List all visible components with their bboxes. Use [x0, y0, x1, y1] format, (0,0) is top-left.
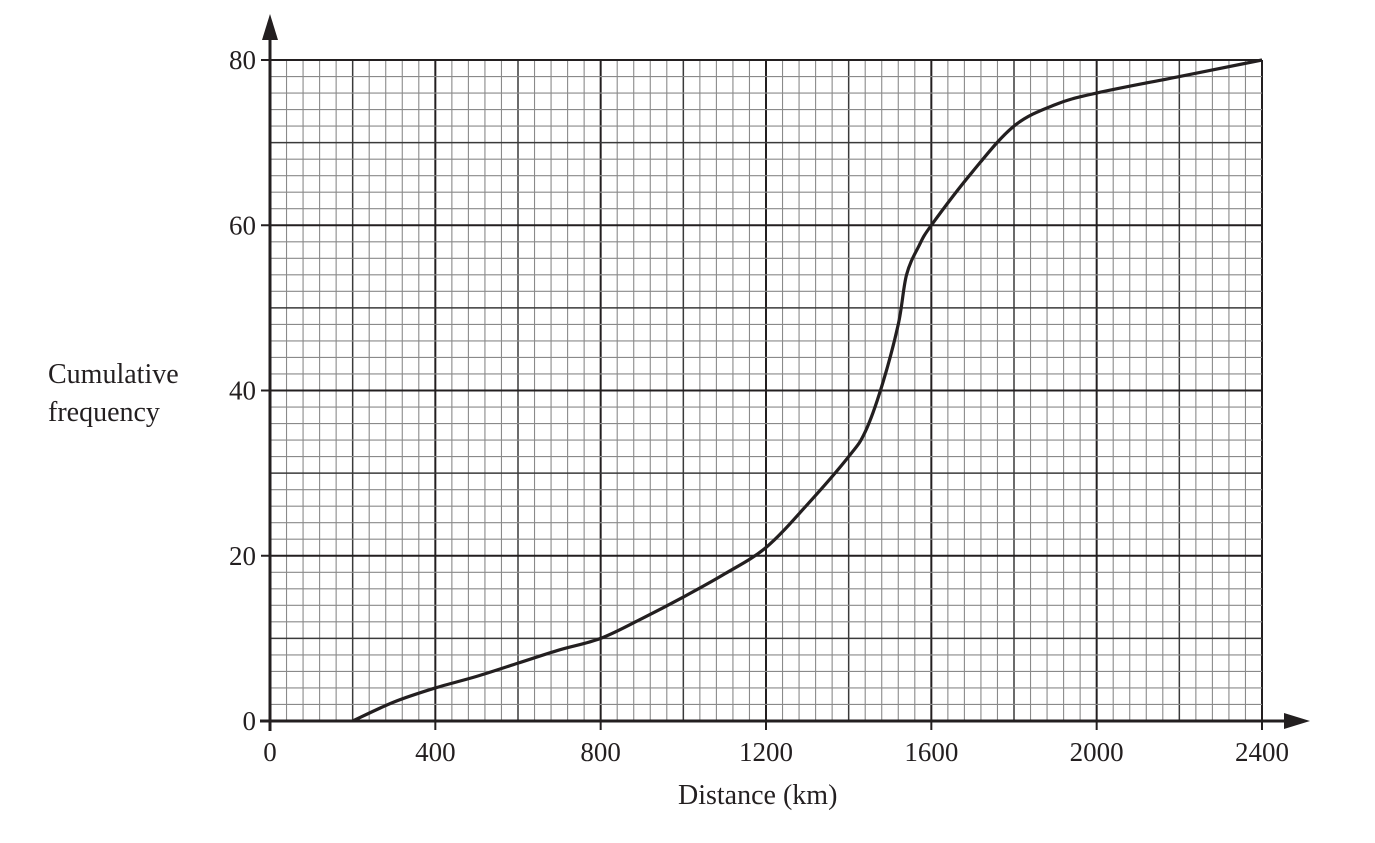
x-tick-label: 800	[580, 737, 621, 767]
y-tick-label: 80	[229, 45, 256, 75]
y-tick-label: 0	[243, 706, 257, 736]
x-tick-label: 400	[415, 737, 456, 767]
axes	[260, 14, 1310, 731]
x-axis-label: Distance (km)	[678, 780, 838, 811]
y-axis-label-line-2: frequency	[48, 397, 160, 428]
y-tick-label: 40	[229, 376, 256, 406]
x-axis-arrow-icon	[1284, 713, 1310, 729]
x-tick-label: 0	[263, 737, 277, 767]
y-axis-label-line-1: Cumulative	[48, 359, 179, 390]
y-tick-label: 20	[229, 541, 256, 571]
x-tick-label: 1600	[904, 737, 958, 767]
x-tick-label: 2000	[1070, 737, 1124, 767]
x-tick-label: 1200	[739, 737, 793, 767]
tick-labels: 0 400 800 1200 1600 2000 2400 0 20 40 60 80	[229, 45, 1289, 767]
x-tick-label: 2400	[1235, 737, 1289, 767]
y-axis-arrow-icon	[262, 14, 278, 40]
cumulative-frequency-curve	[351, 58, 1263, 723]
y-tick-label: 60	[229, 210, 256, 240]
y-axis-label: Cumulative frequency	[48, 356, 179, 432]
grid	[269, 59, 1263, 722]
